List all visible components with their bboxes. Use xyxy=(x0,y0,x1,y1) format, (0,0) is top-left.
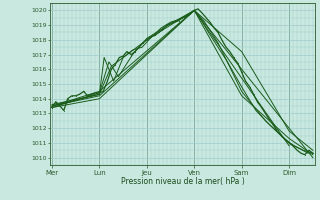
X-axis label: Pression niveau de la mer( hPa ): Pression niveau de la mer( hPa ) xyxy=(121,177,244,186)
